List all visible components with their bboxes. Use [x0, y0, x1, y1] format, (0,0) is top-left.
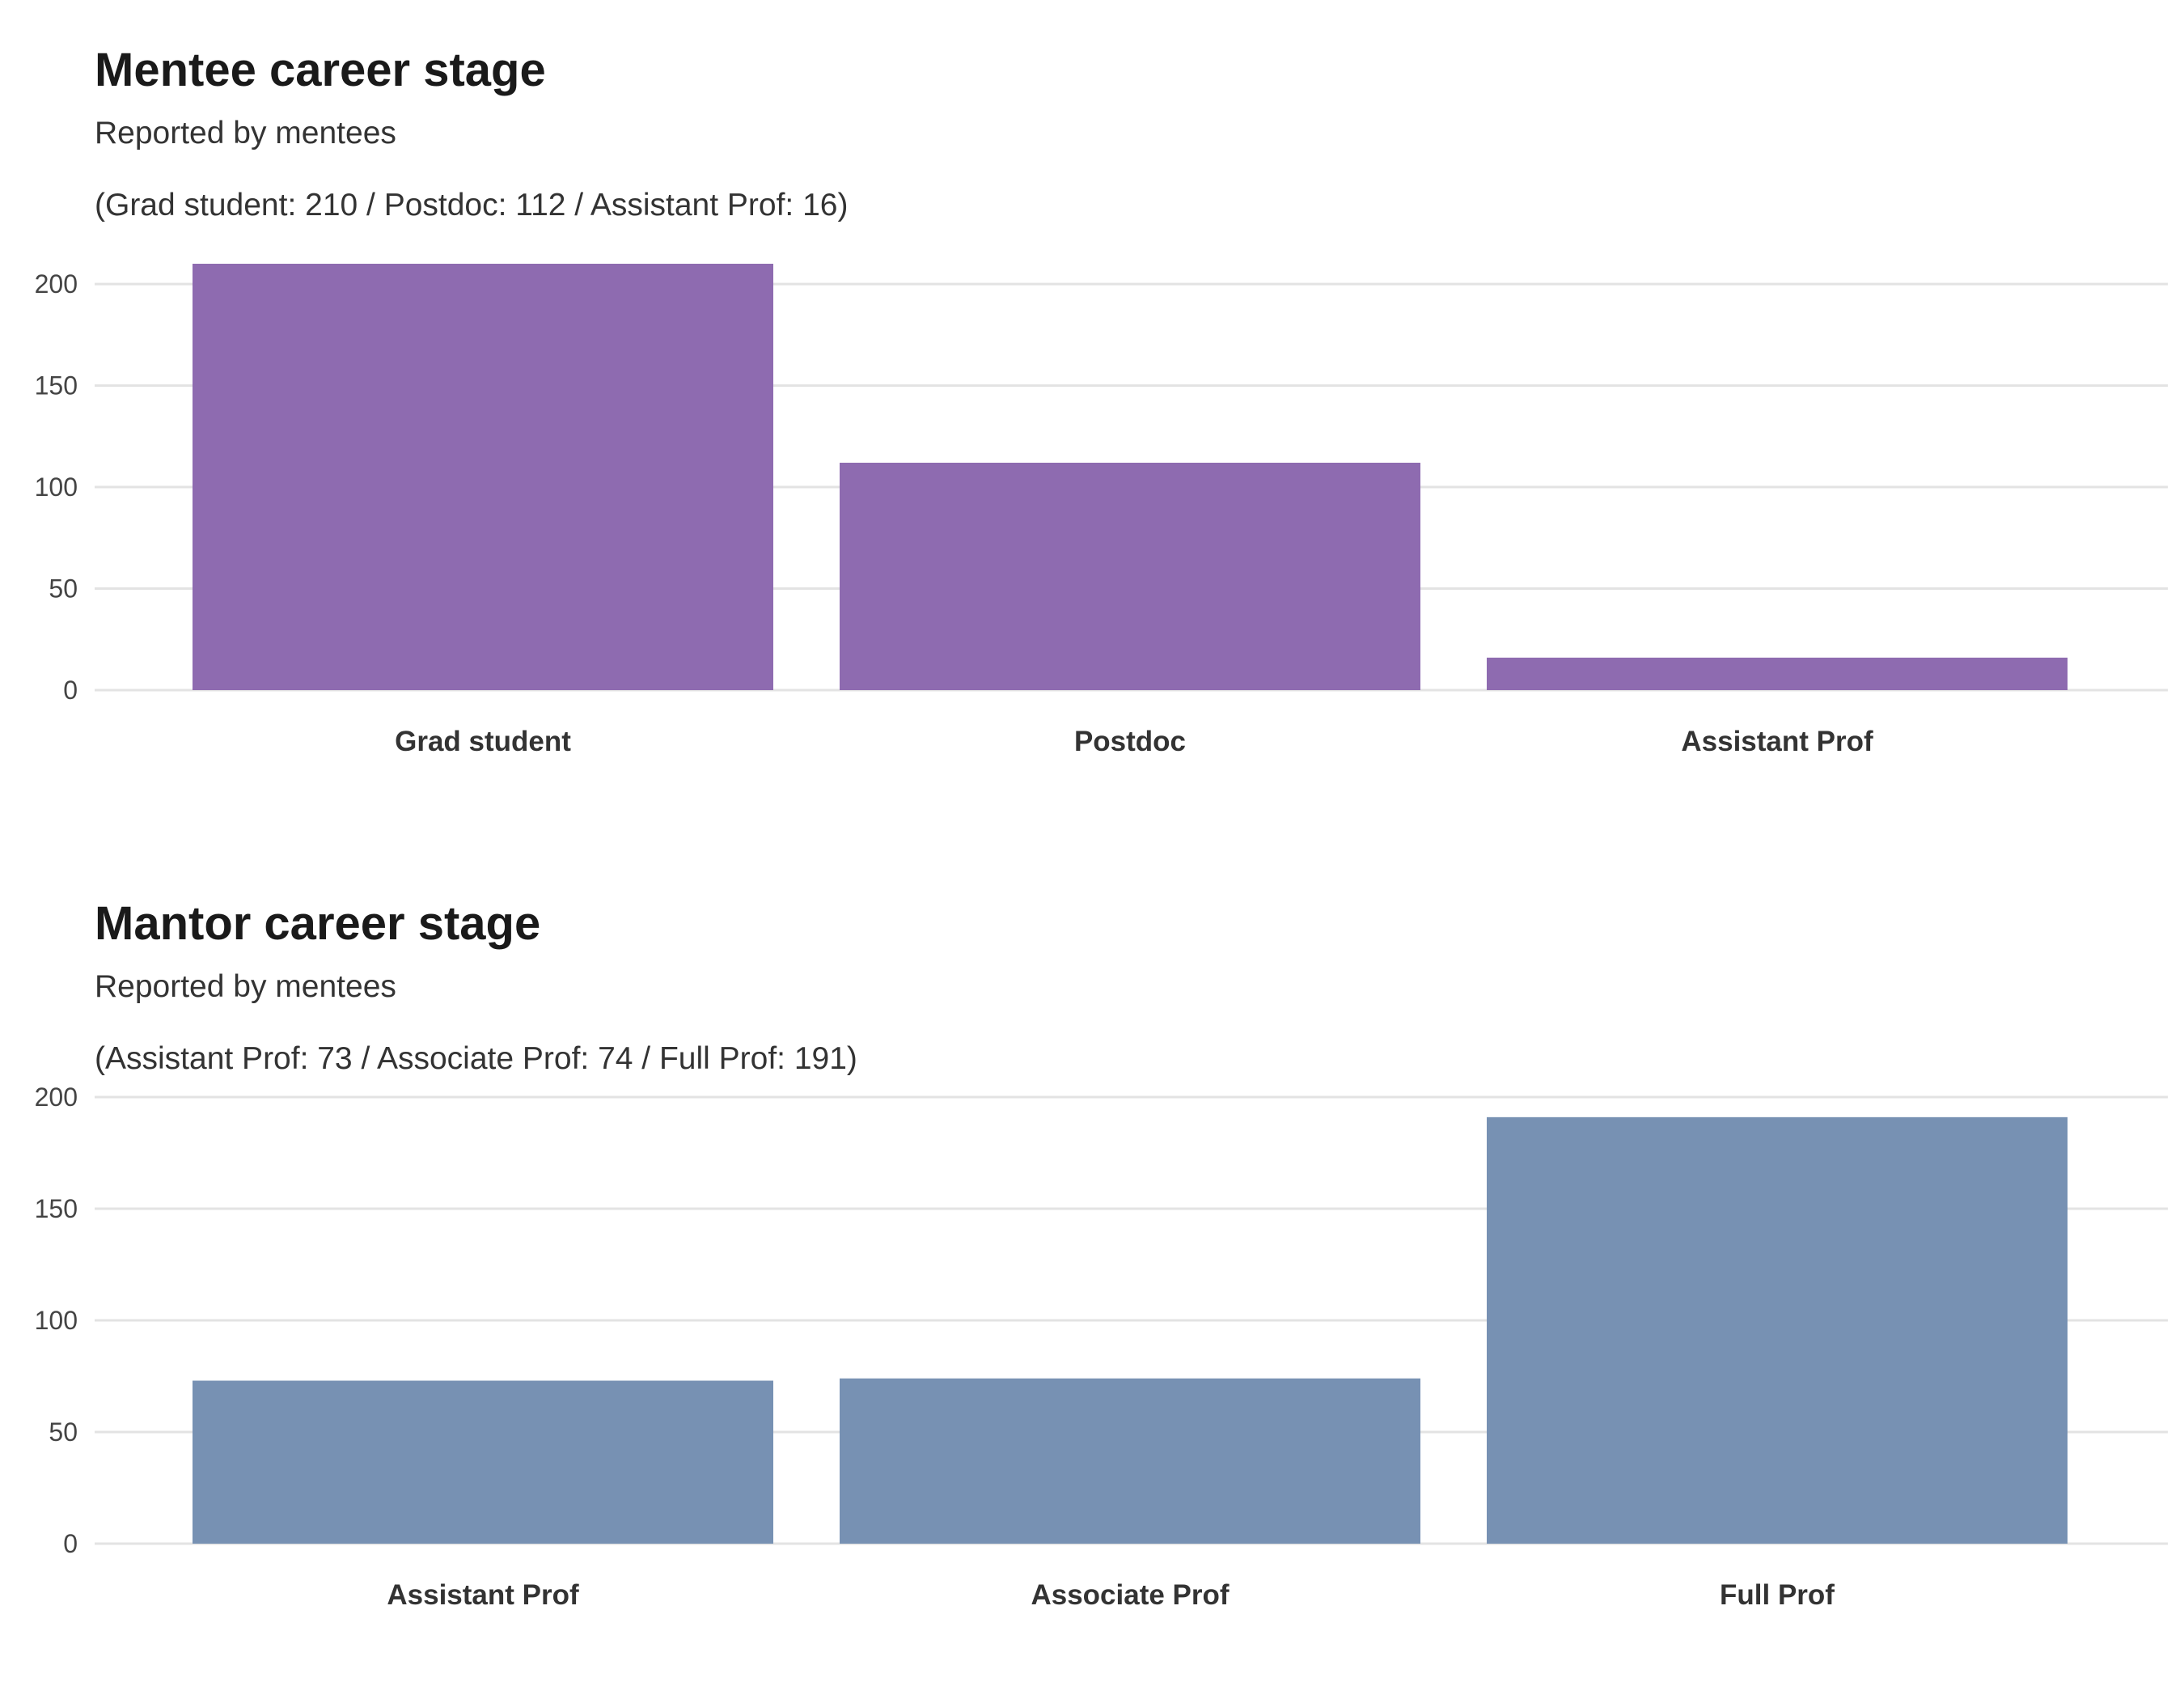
y-tick-label: 200: [35, 1083, 78, 1112]
y-tick-label: 150: [35, 1194, 78, 1223]
chart-caption: (Assistant Prof: 73 / Associate Prof: 74…: [95, 1041, 857, 1076]
y-tick-label: 200: [35, 269, 78, 299]
bar: [1487, 657, 2068, 690]
y-tick-label: 100: [35, 472, 78, 502]
chart-title: Mantor career stage: [95, 897, 541, 950]
chart-caption: (Grad student: 210 / Postdoc: 112 / Assi…: [95, 188, 849, 222]
x-tick-label: Full Prof: [1720, 1579, 1835, 1611]
chart-title: Mentee career stage: [95, 44, 546, 96]
bar: [1487, 1116, 2068, 1544]
mentor-bar-chart: 0 50 100 150 200 Assistant Prof Associate Prof…: [35, 1083, 2168, 1611]
chart-subtitle: Reported by mentees: [95, 969, 396, 1004]
chart-subtitle: Reported by mentees: [95, 116, 396, 150]
y-tick-label: 50: [49, 1417, 78, 1447]
y-tick-label: 100: [35, 1306, 78, 1335]
x-tick-label: Assistant Prof: [387, 1579, 579, 1611]
mentee-bar-chart: 0 50 100 150 200 Grad student Postdoc Assistant…: [35, 264, 2168, 757]
bar: [840, 1378, 1420, 1544]
bar: [193, 1380, 773, 1544]
mentor-chart-panel: Mantor career stage Reported by mentees …: [0, 854, 2184, 1699]
x-tick-label: Postdoc: [1074, 726, 1186, 757]
x-tick-label: Associate Prof: [1031, 1579, 1229, 1611]
y-tick-label: 50: [49, 574, 78, 604]
y-tick-label: 0: [63, 1529, 78, 1558]
y-tick-label: 150: [35, 371, 78, 400]
bar: [193, 264, 773, 690]
x-tick-label: Grad student: [395, 726, 571, 757]
y-tick-label: 0: [63, 676, 78, 705]
x-tick-label: Assistant Prof: [1681, 726, 1873, 757]
mentee-chart-panel: Mentee career stage Reported by mentees …: [35, 44, 2168, 757]
bar: [840, 462, 1420, 690]
